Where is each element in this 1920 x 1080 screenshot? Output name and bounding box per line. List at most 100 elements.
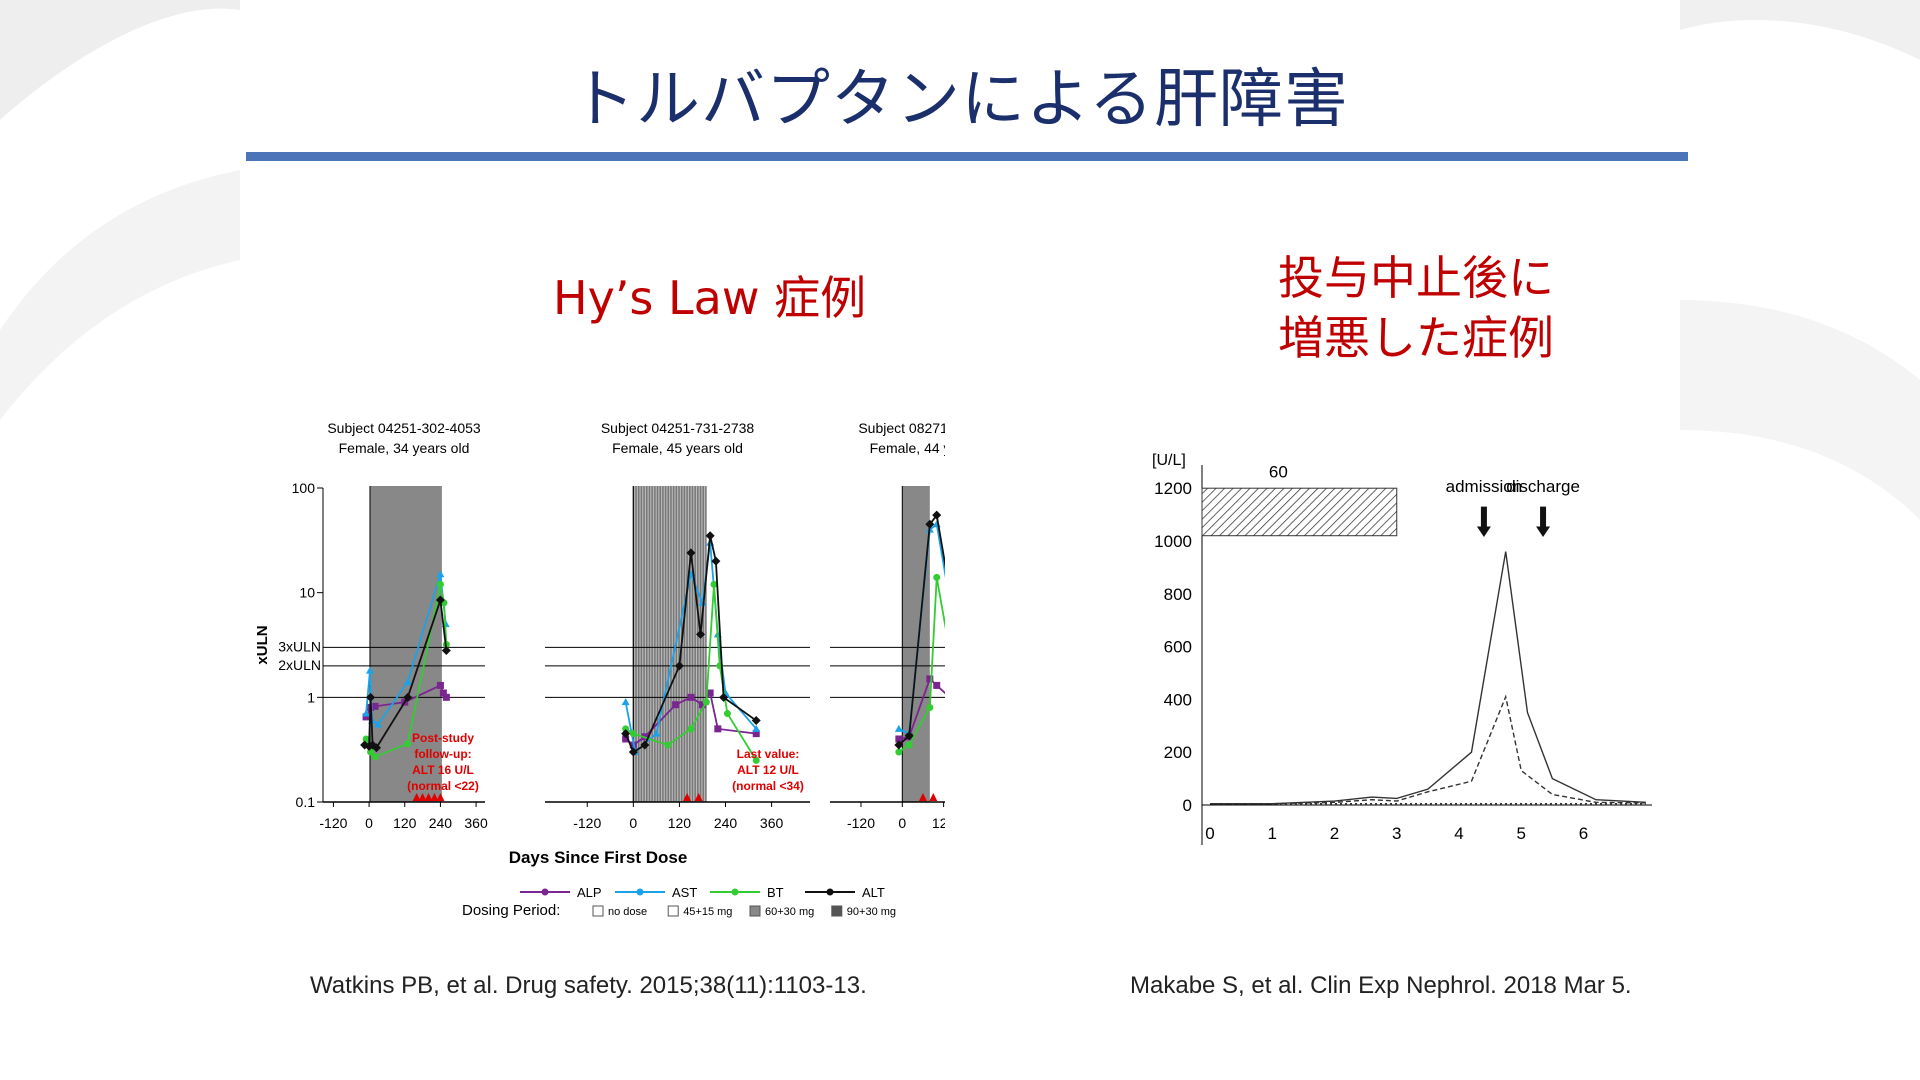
left-heading: Hy’s Law 症例 [553, 271, 867, 325]
data-point-bt [629, 730, 637, 738]
data-point-alp [698, 701, 706, 709]
legend-label: ALP [577, 885, 602, 900]
panel-subtitle: Female, 44 years old [870, 440, 945, 456]
panel-2: -120 0 120 240 360 Subject 04251-731-2738 Fema… [545, 420, 810, 831]
panel-note: Last value: [737, 747, 800, 761]
annotation-arrow [1476, 506, 1491, 538]
dosing-legend-label: 45+15 mg [683, 906, 732, 918]
dosing-band [369, 486, 442, 802]
data-point-alp [895, 735, 903, 743]
legend-marker [731, 888, 739, 896]
x-tick-label: 2 [1330, 824, 1339, 843]
legend-label: AST [672, 885, 697, 900]
data-point-bt [362, 735, 370, 743]
x-tick-label: 360 [760, 815, 784, 831]
y-tick-label: 10 [299, 585, 315, 601]
y-tick-label: 1200 [1154, 479, 1192, 498]
data-point-ast [752, 724, 761, 732]
y-tick-label: 1000 [1154, 532, 1192, 551]
data-point-alt [696, 629, 706, 639]
data-point-alp [706, 689, 714, 697]
data-point-alt [368, 740, 378, 750]
series-line-dashed [1210, 694, 1646, 805]
data-point-bt [702, 698, 710, 706]
x-tick-label: -120 [319, 815, 347, 831]
slide: トルバプタンによる肝障害 Hy’s Law 症例 投与中止後に 増悪した症例 W… [240, 0, 1688, 1080]
x-tick-label: 1 [1268, 824, 1277, 843]
x-tick-label: 0 [365, 815, 373, 831]
x-tick-label: 360 [464, 815, 488, 831]
y-tick-label: 1 [307, 689, 315, 705]
y-tick-label: 800 [1164, 585, 1192, 604]
data-point-alt [674, 661, 684, 671]
x-tick-label: 240 [714, 815, 738, 831]
data-point-alt [640, 740, 650, 750]
annotation-label: discharge [1506, 477, 1580, 496]
dose-arrow [424, 793, 433, 801]
x-tick-label: 0 [629, 815, 637, 831]
x-tick-label: 0 [1205, 824, 1214, 843]
data-point-bt [404, 740, 412, 748]
dosing-legend-swatch [667, 905, 679, 917]
x-tick-label: 120 [393, 815, 417, 831]
data-point-bt [723, 710, 731, 718]
y-tick-label: 100 [292, 480, 316, 496]
y-unit-label: [U/L] [1152, 452, 1186, 469]
annotation-arrow [1536, 506, 1551, 538]
data-point-bt [710, 580, 718, 588]
right-heading: 投与中止後に 増悪した症例 [1278, 248, 1554, 368]
panel-note: ALT 16 U/L [412, 763, 474, 777]
data-point-bt [895, 748, 903, 756]
data-point-ast [698, 598, 707, 606]
data-point-alt [628, 747, 638, 757]
legend-marker [636, 888, 644, 896]
data-point-alp [752, 730, 760, 738]
slide-title: トルバプタンによる肝障害 [570, 63, 1350, 137]
data-point-ast [403, 678, 412, 686]
data-point-bt [371, 753, 379, 761]
data-point-alt [441, 646, 451, 656]
data-point-alp [439, 689, 447, 697]
series-line-alt [624, 535, 757, 754]
dose-arrow [412, 793, 421, 801]
hys-law-chart: xULN 100 10 1 0.1 3xULN 2xULN -120 0 120 240 360 Sub… [255, 420, 945, 919]
dosing-legend-label: 90+30 mg [847, 906, 896, 918]
title-divider [246, 152, 1688, 161]
data-point-alp [622, 735, 630, 743]
data-point-alt [435, 595, 445, 605]
right-heading-line1: 投与中止後に [1278, 251, 1554, 305]
x-tick-label: 5 [1517, 824, 1526, 843]
dose-arrow [929, 793, 938, 801]
panel-subtitle: Female, 34 years old [339, 440, 470, 456]
data-point-alt [925, 519, 935, 529]
data-point-alt [705, 531, 715, 541]
dose-bar [1201, 487, 1398, 537]
x-tick-label: 6 [1579, 824, 1588, 843]
dosing-band [902, 486, 930, 802]
x-tick-label: 0 [898, 815, 906, 831]
data-point-alp [436, 681, 444, 689]
data-point-alt [719, 692, 729, 702]
tolvaptan-aftermath-chart: [U/L] 0 200 400 600 800 1000 1200 0 1 2 3 4 5 6 60 admis… [1152, 452, 1652, 845]
dosing-legend-swatch [749, 905, 761, 917]
x-tick-label: 4 [1454, 824, 1463, 843]
data-point-ast [362, 709, 371, 717]
panel-1: 3xULN 2xULN -120 0 120 240 360 Subject 04251-30… [278, 420, 488, 831]
dosing-legend-swatch [592, 905, 604, 917]
dose-arrow [436, 793, 445, 801]
data-point-alt [686, 548, 696, 558]
y-tick-label: 0 [1183, 796, 1192, 815]
legend-label: ALT [862, 885, 885, 900]
data-point-ast [365, 666, 374, 674]
series-line-solid [1210, 551, 1646, 805]
x-tick-label: -120 [847, 815, 875, 831]
x-tick-label: -120 [573, 815, 601, 831]
ref-line-label: 3xULN [278, 638, 321, 654]
dose-arrow [683, 793, 692, 801]
data-point-ast [894, 724, 903, 732]
data-point-ast [373, 720, 382, 728]
data-point-ast [652, 729, 661, 737]
y-tick-label: 400 [1164, 690, 1192, 709]
data-point-bt [622, 725, 630, 733]
data-point-ast [436, 570, 445, 578]
